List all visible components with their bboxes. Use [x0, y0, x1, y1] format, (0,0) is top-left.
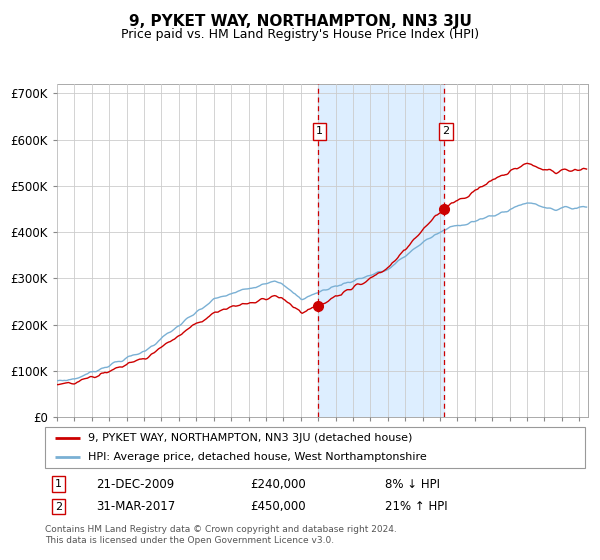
Bar [317, 84, 445, 417]
Text: 9, PYKET WAY, NORTHAMPTON, NN3 3JU (detached house): 9, PYKET WAY, NORTHAMPTON, NN3 3JU (deta… [88, 433, 413, 443]
Text: 2: 2 [55, 502, 62, 511]
Text: 21% ↑ HPI: 21% ↑ HPI [385, 500, 448, 513]
Text: 1: 1 [316, 126, 323, 136]
Text: 2: 2 [443, 126, 449, 136]
Text: Price paid vs. HM Land Registry's House Price Index (HPI): Price paid vs. HM Land Registry's House … [121, 28, 479, 41]
Text: 31-MAR-2017: 31-MAR-2017 [96, 500, 176, 513]
Text: £450,000: £450,000 [250, 500, 306, 513]
Text: 8% ↓ HPI: 8% ↓ HPI [385, 478, 440, 491]
Text: 9, PYKET WAY, NORTHAMPTON, NN3 3JU: 9, PYKET WAY, NORTHAMPTON, NN3 3JU [128, 14, 472, 29]
Text: HPI: Average price, detached house, West Northamptonshire: HPI: Average price, detached house, West… [88, 452, 427, 461]
FancyBboxPatch shape [45, 427, 585, 468]
Text: £240,000: £240,000 [250, 478, 306, 491]
Text: 1: 1 [55, 479, 62, 489]
Text: 21-DEC-2009: 21-DEC-2009 [96, 478, 175, 491]
Text: Contains HM Land Registry data © Crown copyright and database right 2024.
This d: Contains HM Land Registry data © Crown c… [45, 525, 397, 545]
